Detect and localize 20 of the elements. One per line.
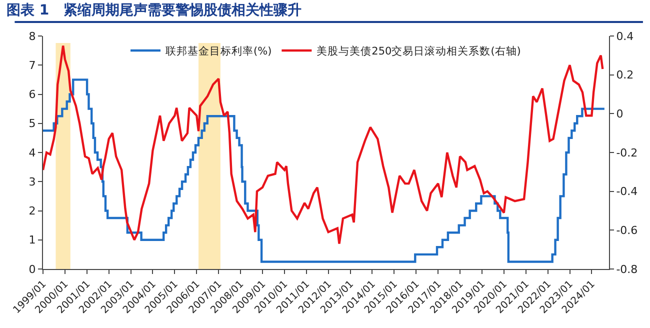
y2-tick-label: 0: [616, 108, 624, 121]
y-tick-label: 4: [28, 146, 36, 160]
y2-tick-label: -0.2: [616, 146, 638, 160]
legend-label: 联邦基金目标利率(%): [166, 44, 272, 58]
y-tick-label: 0: [28, 262, 36, 276]
y2-tick-label: -0.8: [616, 262, 638, 276]
y-tick-label: 5: [28, 117, 36, 130]
y-tick-label: 1: [28, 234, 36, 247]
legend-label: 美股与美债250交易日滚动相关系数(右轴): [316, 44, 521, 58]
y-tick-label: 8: [28, 30, 36, 43]
y2-tick-label: 0.4: [616, 30, 634, 43]
chart-title: 图表 1 紧缩周期尾声需要警惕股债相关性骤升: [6, 2, 302, 19]
y2-tick-label: -0.4: [616, 185, 638, 198]
y-tick-label: 2: [28, 204, 36, 218]
y-tick-label: 6: [28, 88, 36, 102]
y2-tick-label: 0.2: [616, 68, 634, 82]
y2-tick-label: -0.6: [616, 224, 638, 238]
y-tick-label: 7: [28, 58, 36, 72]
line-series: [43, 44, 604, 245]
y-tick-label: 3: [28, 175, 36, 188]
